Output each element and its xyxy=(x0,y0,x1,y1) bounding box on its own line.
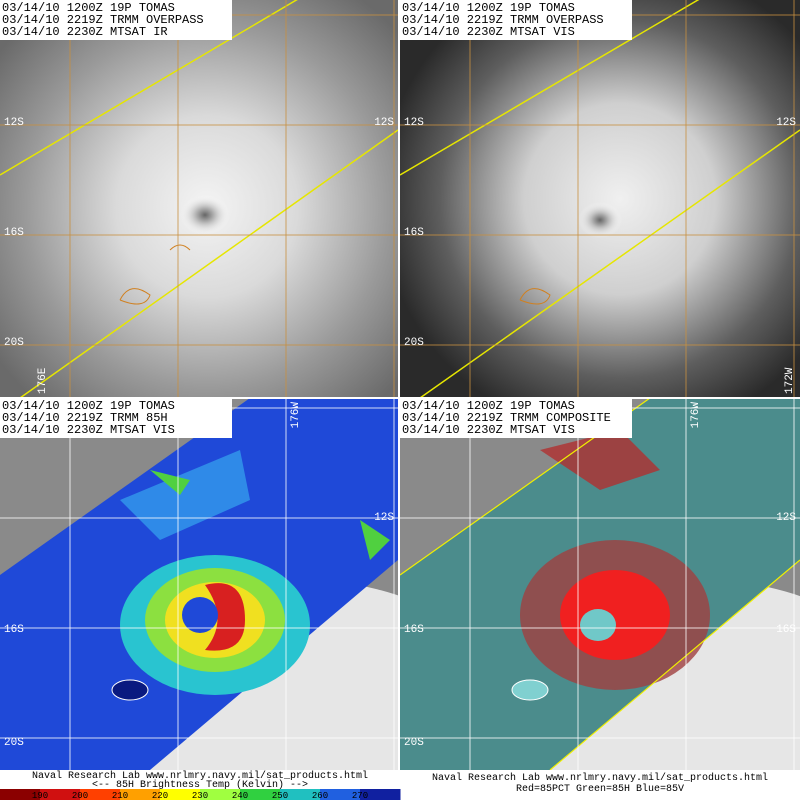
lat-label: 12S xyxy=(374,117,394,129)
colorbar-segment xyxy=(160,789,201,800)
colorbar-tick-label: 200 xyxy=(72,791,88,800)
colorbar: 190 200 210 220 230 240 250 260 270 xyxy=(0,789,401,800)
colorbar-tick-label: 250 xyxy=(272,791,288,800)
colorbar-segment xyxy=(0,789,41,800)
colorbar-segment xyxy=(240,789,281,800)
header-line: 03/14/10 2230Z MTSAT IR xyxy=(2,25,168,39)
colorbar-tick-label: 270 xyxy=(352,791,368,800)
colorbar-segment xyxy=(40,789,81,800)
header-line: 03/14/10 2219Z TRMM COMPOSITE xyxy=(402,411,611,425)
lat-label: 16S xyxy=(404,227,424,239)
footer-left-line2: <-- 85H Brightness Temp (Kelvin) --> xyxy=(92,779,308,791)
header-line: 03/14/10 2219Z TRMM OVERPASS xyxy=(402,13,604,27)
lat-label: 16S xyxy=(776,624,796,636)
85h-image xyxy=(0,398,398,770)
header-bg xyxy=(400,0,632,40)
lon-label: 172W xyxy=(784,367,796,394)
header-line: 03/14/10 1200Z 19P TOMAS xyxy=(2,1,175,15)
colorbar-tick-label: 240 xyxy=(232,791,248,800)
colorbar-segment xyxy=(360,789,401,800)
header-bg xyxy=(0,0,232,40)
lat-label: 12S xyxy=(404,117,424,129)
lat-label: 16S xyxy=(4,227,24,239)
lon-label: 176E xyxy=(37,367,49,394)
colorbar-tick-label: 220 xyxy=(152,791,168,800)
lat-label: 16S xyxy=(4,624,24,636)
header-line: 03/14/10 1200Z 19P TOMAS xyxy=(402,1,575,15)
header-bg xyxy=(400,398,632,438)
lat-label: 20S xyxy=(404,337,424,349)
lat-label: 12S xyxy=(776,512,796,524)
lat-label: 12S xyxy=(776,117,796,129)
header-line: 03/14/10 2230Z MTSAT VIS xyxy=(2,423,175,437)
lat-label: 20S xyxy=(4,737,24,749)
header-line: 03/14/10 2219Z TRMM 85H xyxy=(2,411,168,425)
header-line: 03/14/10 1200Z 19P TOMAS xyxy=(2,399,175,413)
colorbar-segment xyxy=(200,789,241,800)
ir-image xyxy=(0,0,398,398)
lat-label: 12S xyxy=(374,512,394,524)
lat-label: 16S xyxy=(404,624,424,636)
colorbar-segment xyxy=(80,789,121,800)
header-bg xyxy=(0,398,232,438)
lon-label: 176W xyxy=(690,402,702,429)
lat-label: 20S xyxy=(404,737,424,749)
lon-label: 176W xyxy=(290,402,302,429)
header-line: 03/14/10 1200Z 19P TOMAS xyxy=(402,399,575,413)
lat-label: 20S xyxy=(4,337,24,349)
colorbar-tick-label: 210 xyxy=(112,791,128,800)
header-line: 03/14/10 2219Z TRMM OVERPASS xyxy=(2,13,204,27)
colorbar-segment xyxy=(120,789,161,800)
header-line: 03/14/10 2230Z MTSAT VIS xyxy=(402,423,575,437)
colorbar-tick-label: 230 xyxy=(192,791,208,800)
colorbar-segment xyxy=(280,789,321,800)
footer-right-line1: Naval Research Lab www.nrlmry.navy.mil/s… xyxy=(432,772,768,784)
colorbar-tick-label: 260 xyxy=(312,791,328,800)
header-line: 03/14/10 2230Z MTSAT VIS xyxy=(402,25,575,39)
colorbar-segment xyxy=(320,789,361,800)
lat-label: 12S xyxy=(4,117,24,129)
footer-right-line2: Red=85PCT Green=85H Blue=85V xyxy=(516,783,684,795)
footer-left-line1: Naval Research Lab www.nrlmry.navy.mil/s… xyxy=(32,770,368,782)
colorbar-tick-label: 190 xyxy=(32,791,48,800)
composite-image xyxy=(400,398,800,770)
vis-image xyxy=(400,0,800,398)
